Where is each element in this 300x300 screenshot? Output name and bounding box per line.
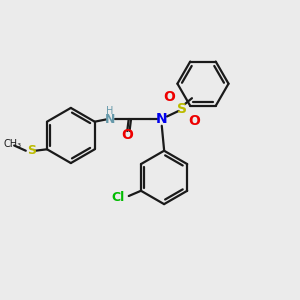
Text: Cl: Cl — [112, 191, 125, 204]
Text: N: N — [105, 113, 115, 126]
Text: CH₃: CH₃ — [3, 139, 21, 149]
Text: H: H — [106, 106, 113, 116]
Text: S: S — [177, 102, 187, 116]
Text: O: O — [188, 114, 200, 128]
Text: S: S — [27, 144, 36, 157]
Text: O: O — [121, 128, 133, 142]
Text: N: N — [156, 112, 168, 126]
Text: O: O — [163, 90, 175, 104]
